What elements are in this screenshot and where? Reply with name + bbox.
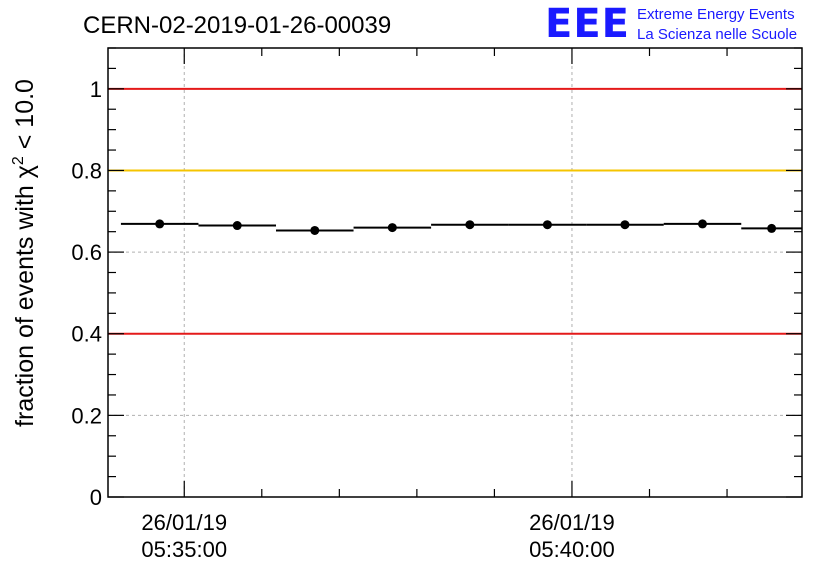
data-point-3 — [387, 223, 397, 233]
x-tick-date-1: 26/01/19 — [529, 510, 615, 535]
y-tick-label-3: 0.6 — [71, 240, 102, 265]
x-tick-label-0: 05:35:00 — [141, 537, 227, 562]
logo-mark: EEE — [545, 1, 630, 47]
data-point-0 — [155, 219, 165, 229]
y-axis-title: fraction of events with χ2 < 10.0 — [10, 79, 39, 427]
eee-logo: EEE Extreme Energy Events La Scienza nel… — [545, 2, 830, 46]
data-point-2 — [310, 225, 320, 235]
logo-line-1: Extreme Energy Events — [637, 6, 795, 23]
data-point-4 — [465, 220, 475, 230]
y-axis-title-prefix: fraction of events with — [11, 178, 39, 427]
y-axis-title-chi: χ — [11, 165, 39, 178]
logo-line-2: La Scienza nelle Scuole — [637, 26, 798, 43]
data-point-1 — [232, 221, 242, 231]
y-axis-title-suffix: < 10.0 — [11, 79, 39, 156]
y-tick-label-1: 0.2 — [71, 403, 102, 428]
x-tick-date-0: 26/01/19 — [141, 510, 227, 535]
x-tick-label-1: 05:40:00 — [529, 537, 615, 562]
data-point-7 — [697, 219, 707, 229]
y-tick-label-0: 0 — [90, 485, 102, 510]
data-point-8 — [767, 223, 777, 233]
y-tick-label-2: 0.4 — [71, 322, 102, 347]
y-tick-label-5: 1 — [90, 77, 102, 102]
data-point-5 — [542, 220, 552, 230]
chart-title: CERN-02-2019-01-26-00039 — [83, 12, 391, 39]
y-axis-title-sup: 2 — [10, 156, 27, 165]
data-point-6 — [620, 220, 630, 230]
plot-frame — [107, 47, 803, 498]
y-tick-label-4: 0.8 — [71, 158, 102, 183]
